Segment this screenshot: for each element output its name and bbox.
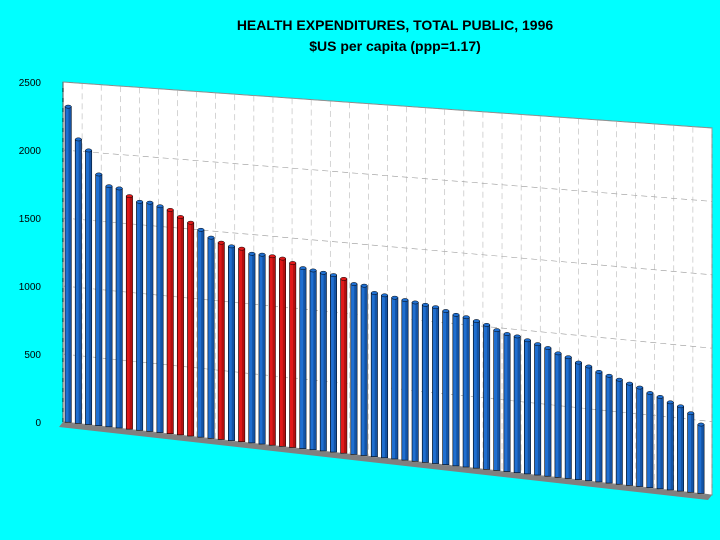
bar <box>95 172 103 426</box>
bar <box>615 377 623 485</box>
y-tick-label: 1500 <box>19 214 42 225</box>
bar <box>228 244 235 441</box>
bar <box>370 291 378 457</box>
bar-highlighted <box>238 246 246 443</box>
y-tick-label: 500 <box>24 350 41 361</box>
bar-highlighted <box>279 256 286 447</box>
bar <box>146 200 154 432</box>
bar <box>105 184 113 428</box>
bar <box>381 293 389 459</box>
bar <box>666 400 674 491</box>
bar <box>687 411 695 493</box>
bar <box>523 338 531 475</box>
bar <box>626 381 633 486</box>
bar <box>115 186 123 429</box>
bar <box>156 204 164 433</box>
bar <box>564 355 572 479</box>
bar <box>74 137 82 424</box>
bar-highlighted <box>340 277 348 454</box>
bar <box>391 295 399 460</box>
bar <box>207 235 215 439</box>
bar <box>248 251 256 444</box>
bar <box>697 422 705 494</box>
bar <box>258 252 266 445</box>
bar <box>513 334 521 474</box>
bar <box>64 104 72 423</box>
y-tick-label: 2500 <box>19 78 42 89</box>
bar <box>595 369 603 483</box>
y-tick-labels: 0 500 1000 1500 2000 2500 <box>19 78 42 429</box>
bar <box>646 391 654 488</box>
bar <box>452 312 460 467</box>
bar-highlighted <box>268 254 276 446</box>
bar <box>472 319 480 469</box>
bar <box>432 305 440 464</box>
bar <box>299 266 307 449</box>
bar-highlighted <box>217 240 225 440</box>
bar <box>605 373 613 484</box>
bar <box>309 268 317 451</box>
y-tick-label: 1000 <box>19 282 42 293</box>
bar-highlighted <box>187 220 195 437</box>
bar <box>585 364 593 482</box>
bar-highlighted <box>125 194 133 430</box>
chart-title: HEALTH EXPENDITURES, TOTAL PUBLIC, 1996 <box>236 17 554 33</box>
bar <box>656 395 664 490</box>
bar <box>136 199 144 431</box>
bar-highlighted <box>176 215 184 436</box>
gridline-h <box>62 421 713 496</box>
bar <box>319 270 327 452</box>
bar <box>197 227 205 438</box>
y-tick-label: 2000 <box>19 146 42 157</box>
bar <box>636 385 644 487</box>
bar <box>421 302 429 463</box>
chart-subtitle: $US per capita (ppp=1.17) <box>309 38 481 54</box>
bars <box>64 104 705 494</box>
gridline-h <box>62 353 713 422</box>
bar <box>544 346 552 477</box>
bar <box>360 283 368 456</box>
bar <box>483 323 491 470</box>
bar <box>677 404 685 492</box>
bar-highlighted <box>166 208 174 435</box>
plot-floor <box>59 422 712 500</box>
bar <box>493 328 501 471</box>
bar <box>442 309 450 466</box>
bar <box>462 315 470 468</box>
bar <box>411 300 419 462</box>
bar <box>350 282 358 455</box>
bar <box>554 351 562 478</box>
bar <box>401 298 409 461</box>
bar-highlighted <box>289 261 297 448</box>
bar <box>534 342 542 476</box>
y-tick-label: 0 <box>35 418 41 429</box>
bar <box>575 360 582 480</box>
bar <box>85 148 93 425</box>
bar <box>330 273 337 453</box>
bar <box>503 332 511 472</box>
